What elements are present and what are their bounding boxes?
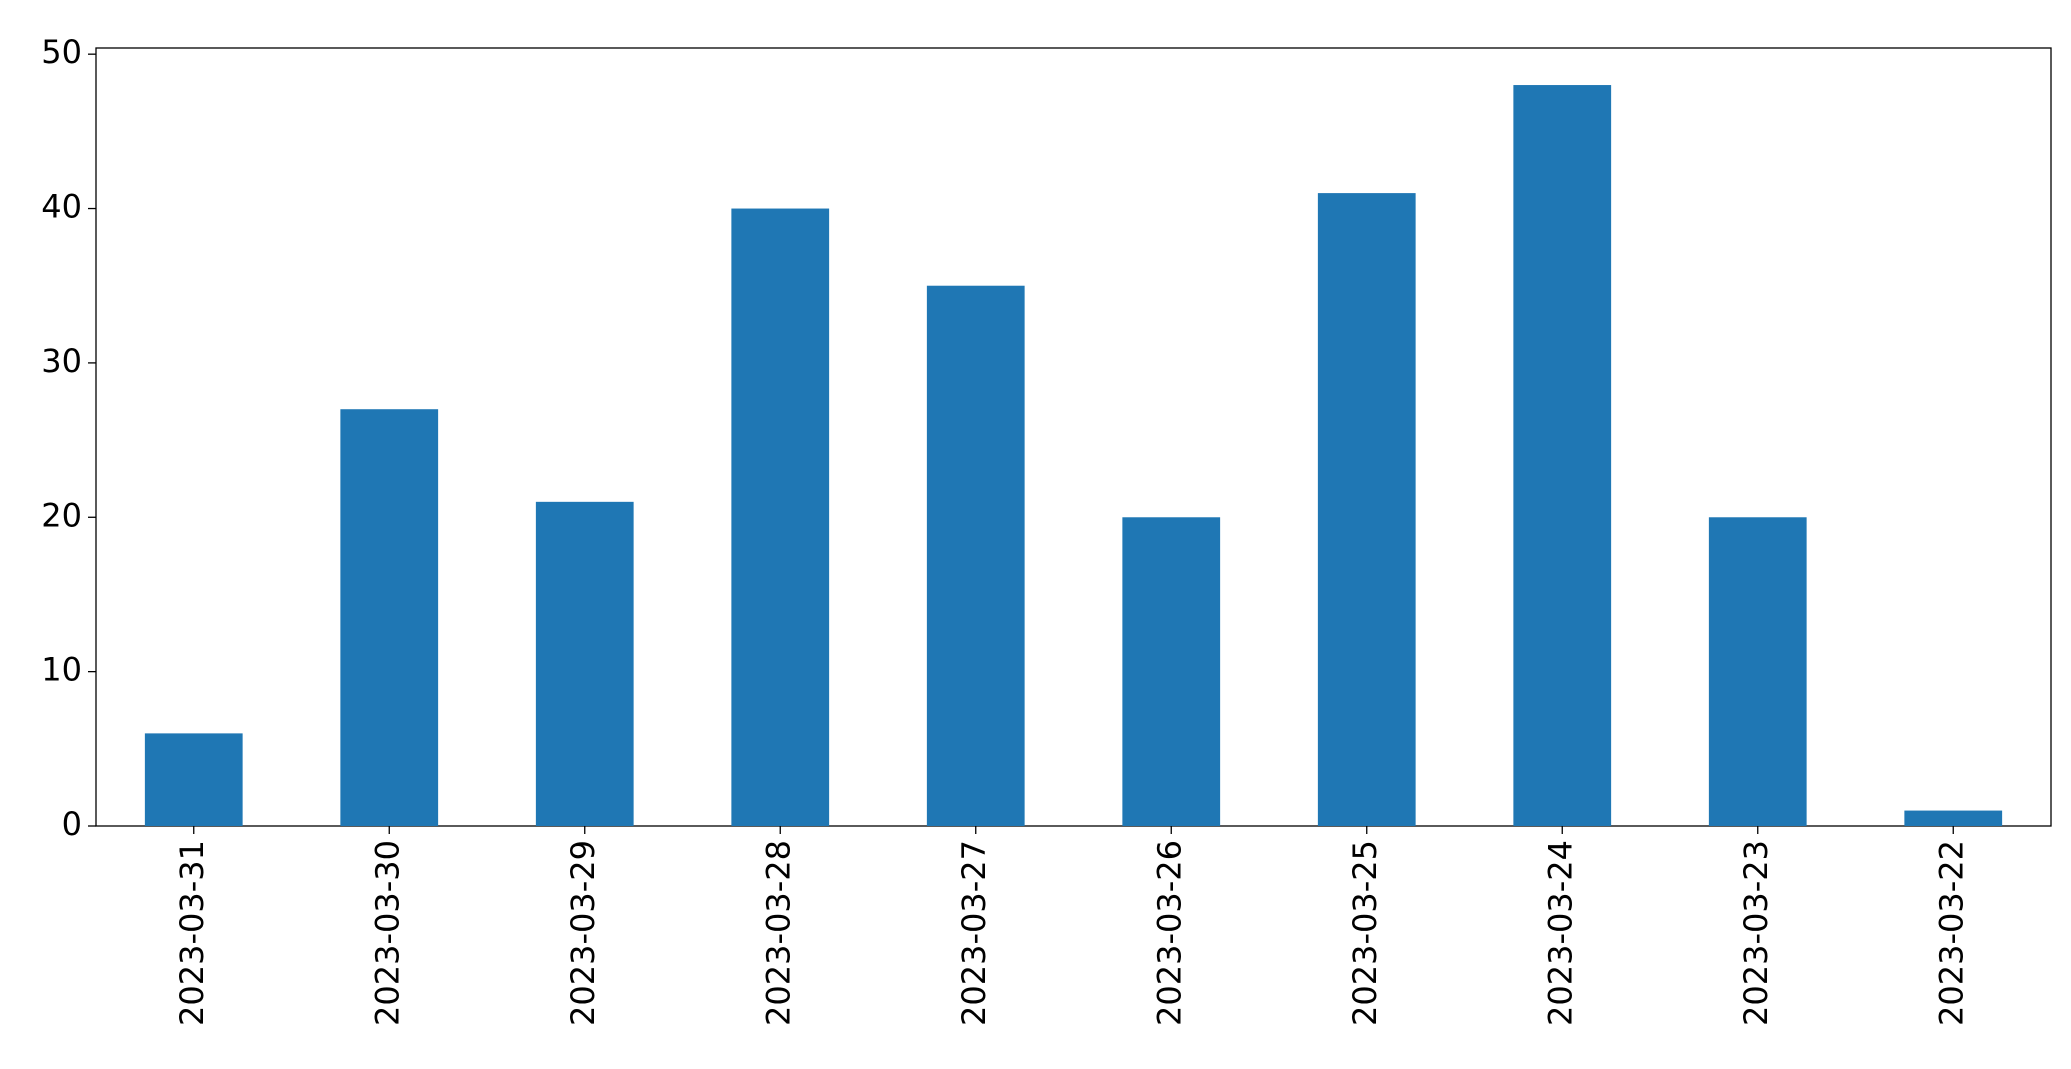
y-tick-label: 30 xyxy=(41,342,82,380)
x-tick-label: 2023-03-27 xyxy=(955,840,993,1026)
x-tick-label: 2023-03-24 xyxy=(1541,840,1579,1026)
bar xyxy=(1904,810,2003,826)
bar xyxy=(340,409,439,826)
bar xyxy=(535,501,634,826)
y-tick-label: 0 xyxy=(62,805,82,843)
y-tick-label: 20 xyxy=(41,496,82,534)
x-tick-label: 2023-03-29 xyxy=(564,840,602,1026)
plot-frame xyxy=(95,47,2052,827)
x-tick-label: 2023-03-30 xyxy=(368,840,406,1026)
x-tick-label: 2023-03-23 xyxy=(1737,840,1775,1026)
x-tick-label: 2023-03-26 xyxy=(1150,840,1188,1026)
bar xyxy=(926,285,1025,826)
bar xyxy=(1317,193,1416,827)
x-tick-label: 2023-03-28 xyxy=(759,840,797,1026)
x-tick-label: 2023-03-31 xyxy=(173,840,211,1026)
bar xyxy=(731,208,830,827)
x-tick-label: 2023-03-25 xyxy=(1346,840,1384,1026)
bar xyxy=(144,733,243,826)
bar xyxy=(1122,517,1221,826)
bar xyxy=(1708,517,1807,826)
y-tick-label: 40 xyxy=(41,188,82,226)
y-tick-label: 50 xyxy=(41,33,82,71)
y-tick-label: 10 xyxy=(41,651,82,689)
x-tick-label: 2023-03-22 xyxy=(1932,840,1970,1026)
bar xyxy=(1513,85,1612,827)
